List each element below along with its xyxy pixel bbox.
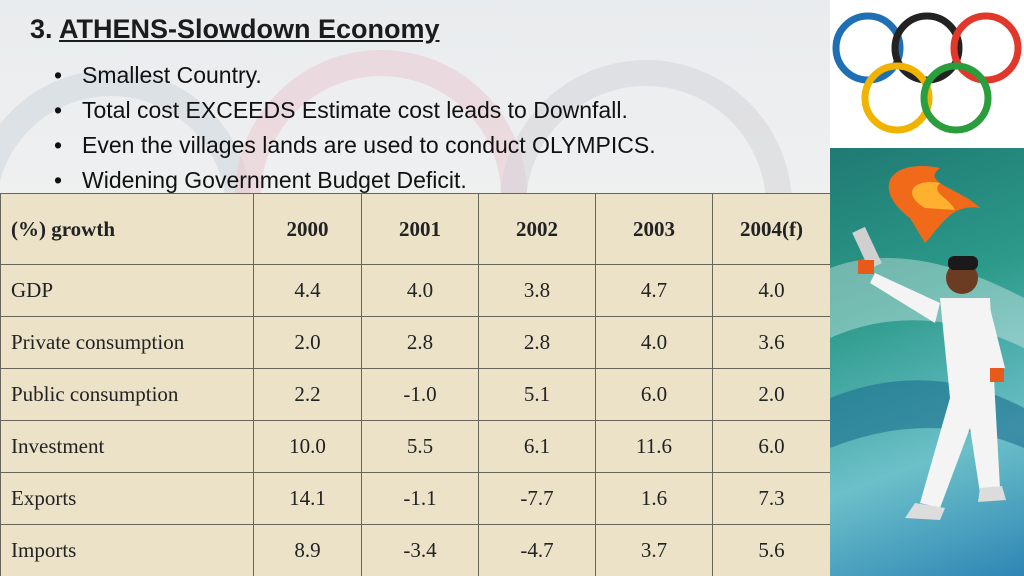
bullet-item: Total cost EXCEEDS Estimate cost leads t… bbox=[54, 93, 656, 128]
table-cell: -4.7 bbox=[478, 524, 596, 576]
slide-title: 3. ATHENS-Slowdown Economy bbox=[30, 14, 440, 45]
table-cell: 6.0 bbox=[595, 368, 713, 421]
table-cell: 1.6 bbox=[595, 472, 713, 525]
row-label: Imports bbox=[0, 524, 254, 576]
bullet-item: Even the villages lands are used to cond… bbox=[54, 128, 656, 163]
row-label: GDP bbox=[0, 264, 254, 317]
table-cell: -7.7 bbox=[478, 472, 596, 525]
table-row: Imports 8.9 -3.4 -4.7 3.7 5.6 bbox=[0, 524, 831, 576]
table-cell: 8.9 bbox=[253, 524, 362, 576]
header-cell: 2003 bbox=[595, 193, 713, 265]
table-cell: 4.0 bbox=[361, 264, 479, 317]
bullet-list: Smallest Country. Total cost EXCEEDS Est… bbox=[54, 58, 656, 198]
table-cell: 7.3 bbox=[712, 472, 831, 525]
table-row: Public consumption 2.2 -1.0 5.1 6.0 2.0 bbox=[0, 368, 831, 421]
bullet-item: Widening Government Budget Deficit. bbox=[54, 163, 656, 198]
table-cell: -1.1 bbox=[361, 472, 479, 525]
table-cell: 3.7 bbox=[595, 524, 713, 576]
table-cell: 3.6 bbox=[712, 316, 831, 369]
table-cell: 11.6 bbox=[595, 420, 713, 473]
table-cell: 5.6 bbox=[712, 524, 831, 576]
ring-yellow-icon bbox=[861, 62, 933, 134]
header-cell: (%) growth bbox=[0, 193, 254, 265]
table-cell: -3.4 bbox=[361, 524, 479, 576]
table-cell: 10.0 bbox=[253, 420, 362, 473]
table-cell: 2.0 bbox=[712, 368, 831, 421]
row-label: Exports bbox=[0, 472, 254, 525]
table-cell: 4.0 bbox=[595, 316, 713, 369]
table-cell: 3.8 bbox=[478, 264, 596, 317]
ring-blue-icon bbox=[832, 12, 904, 84]
row-label: Private consumption bbox=[0, 316, 254, 369]
table-cell: 6.0 bbox=[712, 420, 831, 473]
header-cell: 2002 bbox=[478, 193, 596, 265]
table-row: Exports 14.1 -1.1 -7.7 1.6 7.3 bbox=[0, 472, 831, 525]
table-cell: 2.2 bbox=[253, 368, 362, 421]
table-cell: 6.1 bbox=[478, 420, 596, 473]
growth-table-container: (%) growth 2000 2001 2002 2003 2004(f) G… bbox=[0, 193, 831, 576]
table-cell: 2.8 bbox=[478, 316, 596, 369]
table-cell: 5.1 bbox=[478, 368, 596, 421]
title-text: ATHENS-Slowdown Economy bbox=[59, 14, 440, 44]
table-cell: 2.0 bbox=[253, 316, 362, 369]
table-row: Investment 10.0 5.5 6.1 11.6 6.0 bbox=[0, 420, 831, 473]
torch-bearer-illustration-icon bbox=[830, 148, 1024, 576]
decorative-panel bbox=[830, 0, 1024, 576]
header-cell: 2000 bbox=[253, 193, 362, 265]
table-cell: 2.8 bbox=[361, 316, 479, 369]
table-cell: 4.4 bbox=[253, 264, 362, 317]
row-label: Investment bbox=[0, 420, 254, 473]
row-label: Public consumption bbox=[0, 368, 254, 421]
olympic-rings-logo-icon bbox=[832, 12, 1022, 134]
title-number: 3. bbox=[30, 14, 53, 44]
table-cell: -1.0 bbox=[361, 368, 479, 421]
header-cell: 2001 bbox=[361, 193, 479, 265]
table-header-row: (%) growth 2000 2001 2002 2003 2004(f) bbox=[0, 193, 831, 265]
table-cell: 4.7 bbox=[595, 264, 713, 317]
table-cell: 5.5 bbox=[361, 420, 479, 473]
torch-bearer-figure-icon bbox=[830, 166, 1024, 520]
growth-table: (%) growth 2000 2001 2002 2003 2004(f) G… bbox=[0, 193, 831, 576]
table-row: GDP 4.4 4.0 3.8 4.7 4.0 bbox=[0, 264, 831, 317]
header-cell: 2004(f) bbox=[712, 193, 831, 265]
ring-green-icon bbox=[920, 62, 992, 134]
table-cell: 14.1 bbox=[253, 472, 362, 525]
bullet-item: Smallest Country. bbox=[54, 58, 656, 93]
table-row: Private consumption 2.0 2.8 2.8 4.0 3.6 bbox=[0, 316, 831, 369]
table-cell: 4.0 bbox=[712, 264, 831, 317]
